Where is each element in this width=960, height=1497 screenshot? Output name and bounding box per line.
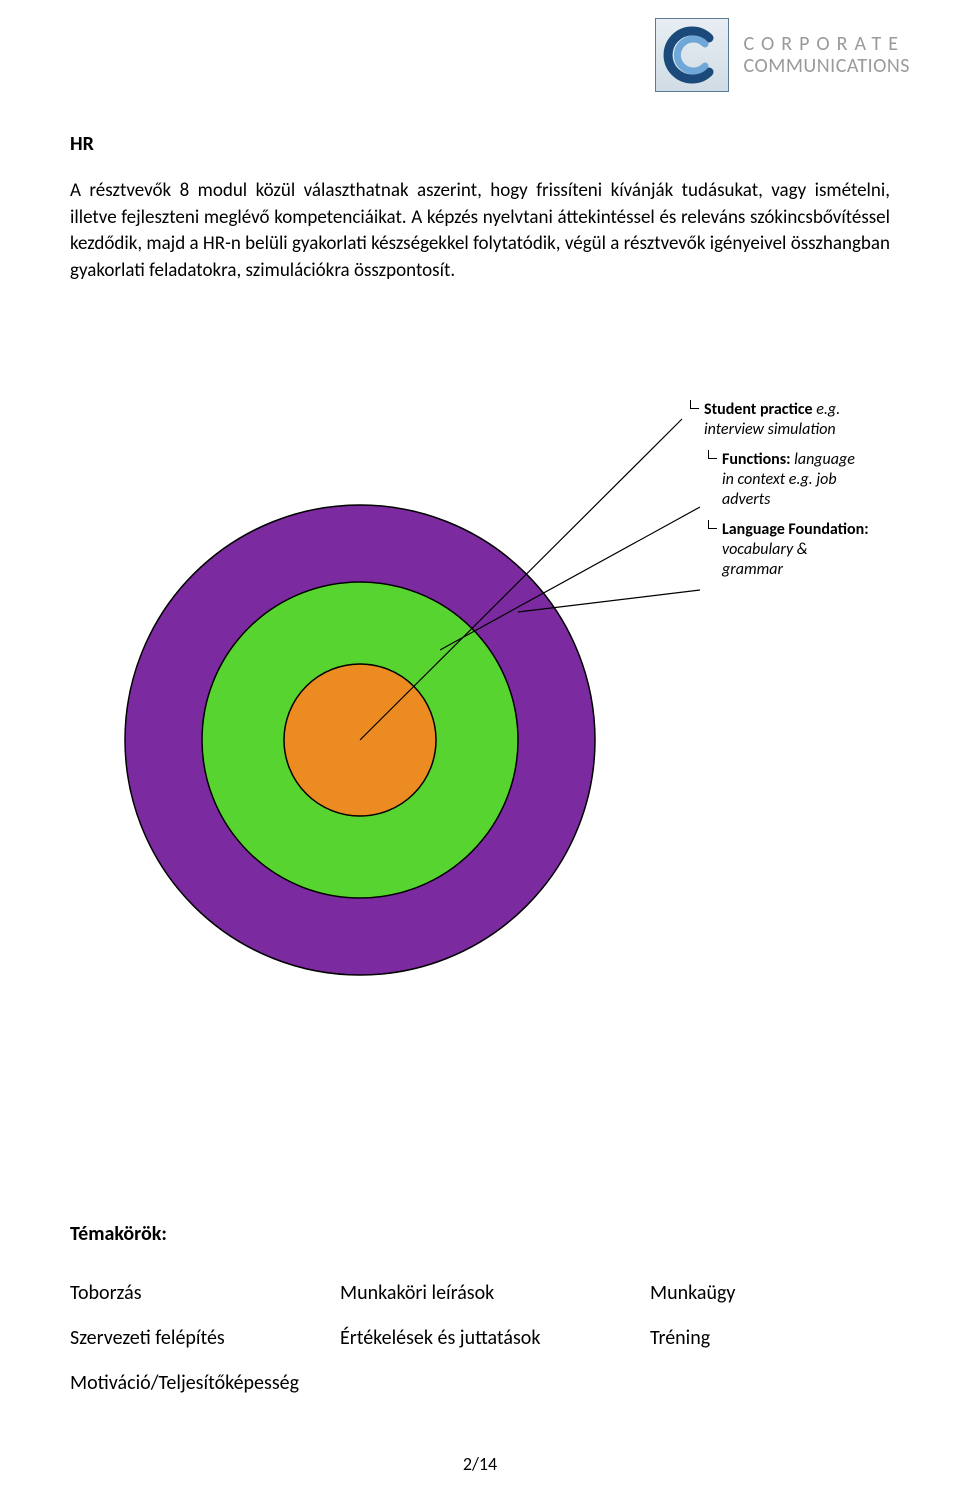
diagram-legend: Student practice e.g. interview simulati…	[690, 400, 870, 590]
body-paragraph: A résztvevők 8 modul közül választhatnak…	[70, 178, 890, 284]
page-number: 2/14	[0, 1453, 960, 1475]
page-title: HR	[70, 132, 94, 156]
topics-grid: ToborzásMunkaköri leírásokMunkaügy Szerve…	[70, 1278, 890, 1413]
topics-cell: Szervezeti felépítés	[70, 1323, 340, 1354]
topics-cell: Munkaköri leírások	[340, 1278, 650, 1309]
brand-text: CORPORATE COMMUNICATIONS	[743, 33, 910, 77]
page-header: CORPORATE COMMUNICATIONS	[655, 18, 910, 92]
brand-line1: CORPORATE	[743, 33, 910, 55]
legend-label-italic: vocabulary & grammar	[722, 540, 808, 579]
legend-label-bold: Functions:	[722, 450, 791, 469]
topics-row: ToborzásMunkaköri leírásokMunkaügy	[70, 1278, 890, 1309]
topics-cell: Toborzás	[70, 1278, 340, 1309]
topics-cell: Motiváció/Teljesítőképesség	[70, 1368, 340, 1399]
legend-label-bold: Student practice	[704, 400, 813, 419]
legend-label-bold: Language Foundation:	[722, 520, 869, 539]
topics-cell: Munkaügy	[650, 1278, 890, 1309]
legend-item: Functions: language in context e.g. job …	[708, 450, 870, 510]
topics-cell	[650, 1368, 890, 1399]
brand-logo	[655, 18, 729, 92]
topics-cell	[340, 1368, 650, 1399]
topics-cell: Tréning	[650, 1323, 890, 1354]
topics-row: Motiváció/Teljesítőképesség	[70, 1368, 890, 1399]
topics-heading: Témakörök:	[70, 1222, 167, 1246]
legend-item: Student practice e.g. interview simulati…	[690, 400, 870, 440]
legend-item: Language Foundation: vocabulary & gramma…	[708, 520, 870, 580]
concentric-diagram: Student practice e.g. interview simulati…	[70, 400, 890, 1020]
c-logo-icon	[661, 24, 723, 86]
brand-line2: COMMUNICATIONS	[743, 55, 910, 77]
topics-row: Szervezeti felépítésÉrtékelések és jutta…	[70, 1323, 890, 1354]
topics-cell: Értékelések és juttatások	[340, 1323, 650, 1354]
